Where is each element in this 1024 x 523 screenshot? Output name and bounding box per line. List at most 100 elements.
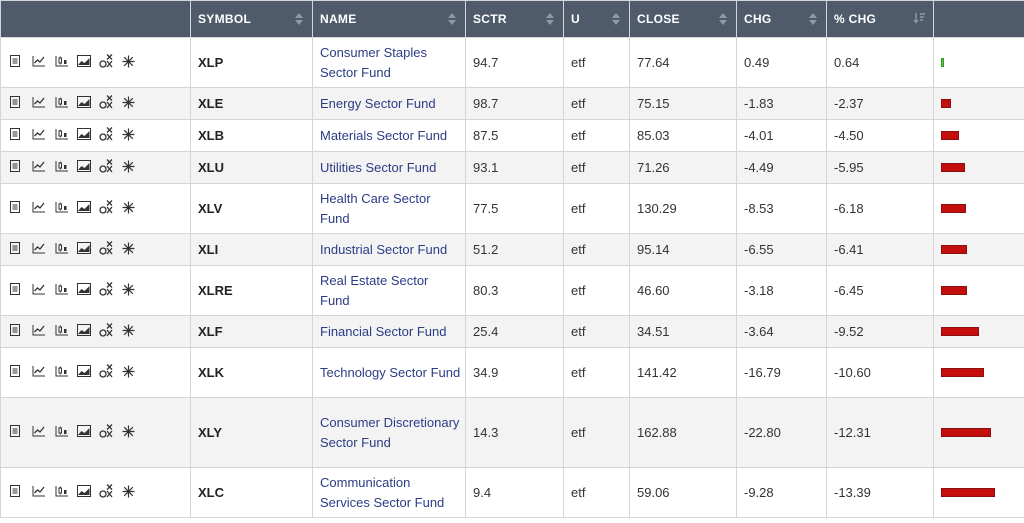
pnf-chart-icon[interactable] [99, 200, 118, 217]
name-cell[interactable]: Energy Sector Fund [312, 87, 466, 120]
seasonality-icon[interactable] [122, 283, 141, 299]
summary-icon[interactable] [10, 201, 29, 216]
summary-icon[interactable] [10, 365, 29, 380]
seasonality-icon[interactable] [122, 242, 141, 258]
name-header[interactable]: NAME [312, 0, 466, 38]
summary-icon[interactable] [10, 283, 29, 298]
sctr-header[interactable]: SCTR [465, 0, 564, 38]
pchg-header[interactable]: % CHG [826, 0, 934, 38]
chg-header[interactable]: CHG [736, 0, 827, 38]
pnf-chart-icon[interactable] [99, 424, 118, 441]
name-link[interactable]: Communication Services Sector Fund [320, 474, 445, 510]
pnf-chart-icon[interactable] [99, 127, 118, 144]
area-chart-icon[interactable] [77, 283, 96, 298]
area-chart-icon[interactable] [77, 55, 96, 70]
line-chart-icon[interactable] [32, 365, 51, 380]
name-link[interactable]: Energy Sector Fund [320, 95, 436, 111]
line-chart-icon[interactable] [32, 324, 51, 339]
summary-icon[interactable] [10, 128, 29, 143]
line-chart-icon[interactable] [32, 96, 51, 111]
name-link[interactable]: Utilities Sector Fund [320, 159, 437, 175]
pnf-chart-icon[interactable] [99, 364, 118, 381]
u-header[interactable]: U [563, 0, 630, 38]
line-chart-icon[interactable] [32, 283, 51, 298]
candle-chart-icon[interactable] [55, 283, 74, 298]
name-cell[interactable]: Utilities Sector Fund [312, 151, 466, 184]
area-chart-icon[interactable] [77, 128, 96, 143]
area-chart-icon[interactable] [77, 485, 96, 500]
candle-chart-icon[interactable] [55, 55, 74, 70]
symbol-cell[interactable]: XLI [190, 233, 313, 266]
area-chart-icon[interactable] [77, 160, 96, 175]
summary-icon[interactable] [10, 425, 29, 440]
summary-icon[interactable] [10, 324, 29, 339]
sort-icon[interactable] [546, 13, 555, 25]
sort-icon[interactable] [448, 13, 457, 25]
area-chart-icon[interactable] [77, 425, 96, 440]
candle-chart-icon[interactable] [55, 242, 74, 257]
name-cell[interactable]: Health Care Sector Fund [312, 183, 466, 234]
line-chart-icon[interactable] [32, 128, 51, 143]
name-link[interactable]: Consumer Staples Sector Fund [320, 44, 427, 80]
area-chart-icon[interactable] [77, 242, 96, 257]
line-chart-icon[interactable] [32, 160, 51, 175]
name-cell[interactable]: Technology Sector Fund [312, 347, 466, 398]
line-chart-icon[interactable] [32, 425, 51, 440]
seasonality-icon[interactable] [122, 485, 141, 501]
name-link[interactable]: Materials Sector Fund [320, 127, 448, 143]
seasonality-icon[interactable] [122, 160, 141, 176]
name-link[interactable]: Financial Sector Fund [320, 323, 447, 339]
area-chart-icon[interactable] [77, 365, 96, 380]
name-cell[interactable]: Industrial Sector Fund [312, 233, 466, 266]
name-cell[interactable]: Communication Services Sector Fund [312, 467, 466, 518]
line-chart-icon[interactable] [32, 242, 51, 257]
symbol-cell[interactable]: XLRE [190, 265, 313, 316]
symbol-cell[interactable]: XLU [190, 151, 313, 184]
name-link[interactable]: Real Estate Sector Fund [320, 272, 429, 308]
candle-chart-icon[interactable] [55, 128, 74, 143]
area-chart-icon[interactable] [77, 201, 96, 216]
candle-chart-icon[interactable] [55, 365, 74, 380]
sort-descending-icon[interactable] [913, 12, 925, 24]
name-cell[interactable]: Real Estate Sector Fund [312, 265, 466, 316]
name-link[interactable]: Consumer Discretionary Sector Fund [320, 414, 460, 450]
candle-chart-icon[interactable] [55, 324, 74, 339]
line-chart-icon[interactable] [32, 55, 51, 70]
symbol-cell[interactable]: XLE [190, 87, 313, 120]
name-cell[interactable]: Consumer Discretionary Sector Fund [312, 397, 466, 468]
seasonality-icon[interactable] [122, 201, 141, 217]
symbol-cell[interactable]: XLC [190, 467, 313, 518]
seasonality-icon[interactable] [122, 324, 141, 340]
symbol-cell[interactable]: XLP [190, 37, 313, 88]
symbol-header[interactable]: SYMBOL [190, 0, 313, 38]
seasonality-icon[interactable] [122, 128, 141, 144]
sort-icon[interactable] [295, 13, 304, 25]
symbol-cell[interactable]: XLB [190, 119, 313, 152]
name-link[interactable]: Industrial Sector Fund [320, 241, 448, 257]
name-link[interactable]: Health Care Sector Fund [320, 190, 431, 226]
seasonality-icon[interactable] [122, 365, 141, 381]
pnf-chart-icon[interactable] [99, 241, 118, 258]
pnf-chart-icon[interactable] [99, 323, 118, 340]
candle-chart-icon[interactable] [55, 96, 74, 111]
seasonality-icon[interactable] [122, 96, 141, 112]
pnf-chart-icon[interactable] [99, 484, 118, 501]
pnf-chart-icon[interactable] [99, 159, 118, 176]
summary-icon[interactable] [10, 485, 29, 500]
area-chart-icon[interactable] [77, 324, 96, 339]
pnf-chart-icon[interactable] [99, 54, 118, 71]
close-header[interactable]: CLOSE [629, 0, 737, 38]
symbol-cell[interactable]: XLK [190, 347, 313, 398]
name-cell[interactable]: Financial Sector Fund [312, 315, 466, 348]
pnf-chart-icon[interactable] [99, 95, 118, 112]
line-chart-icon[interactable] [32, 485, 51, 500]
summary-icon[interactable] [10, 160, 29, 175]
pnf-chart-icon[interactable] [99, 282, 118, 299]
symbol-cell[interactable]: XLF [190, 315, 313, 348]
summary-icon[interactable] [10, 55, 29, 70]
name-cell[interactable]: Materials Sector Fund [312, 119, 466, 152]
symbol-cell[interactable]: XLY [190, 397, 313, 468]
summary-icon[interactable] [10, 242, 29, 257]
candle-chart-icon[interactable] [55, 485, 74, 500]
candle-chart-icon[interactable] [55, 425, 74, 440]
